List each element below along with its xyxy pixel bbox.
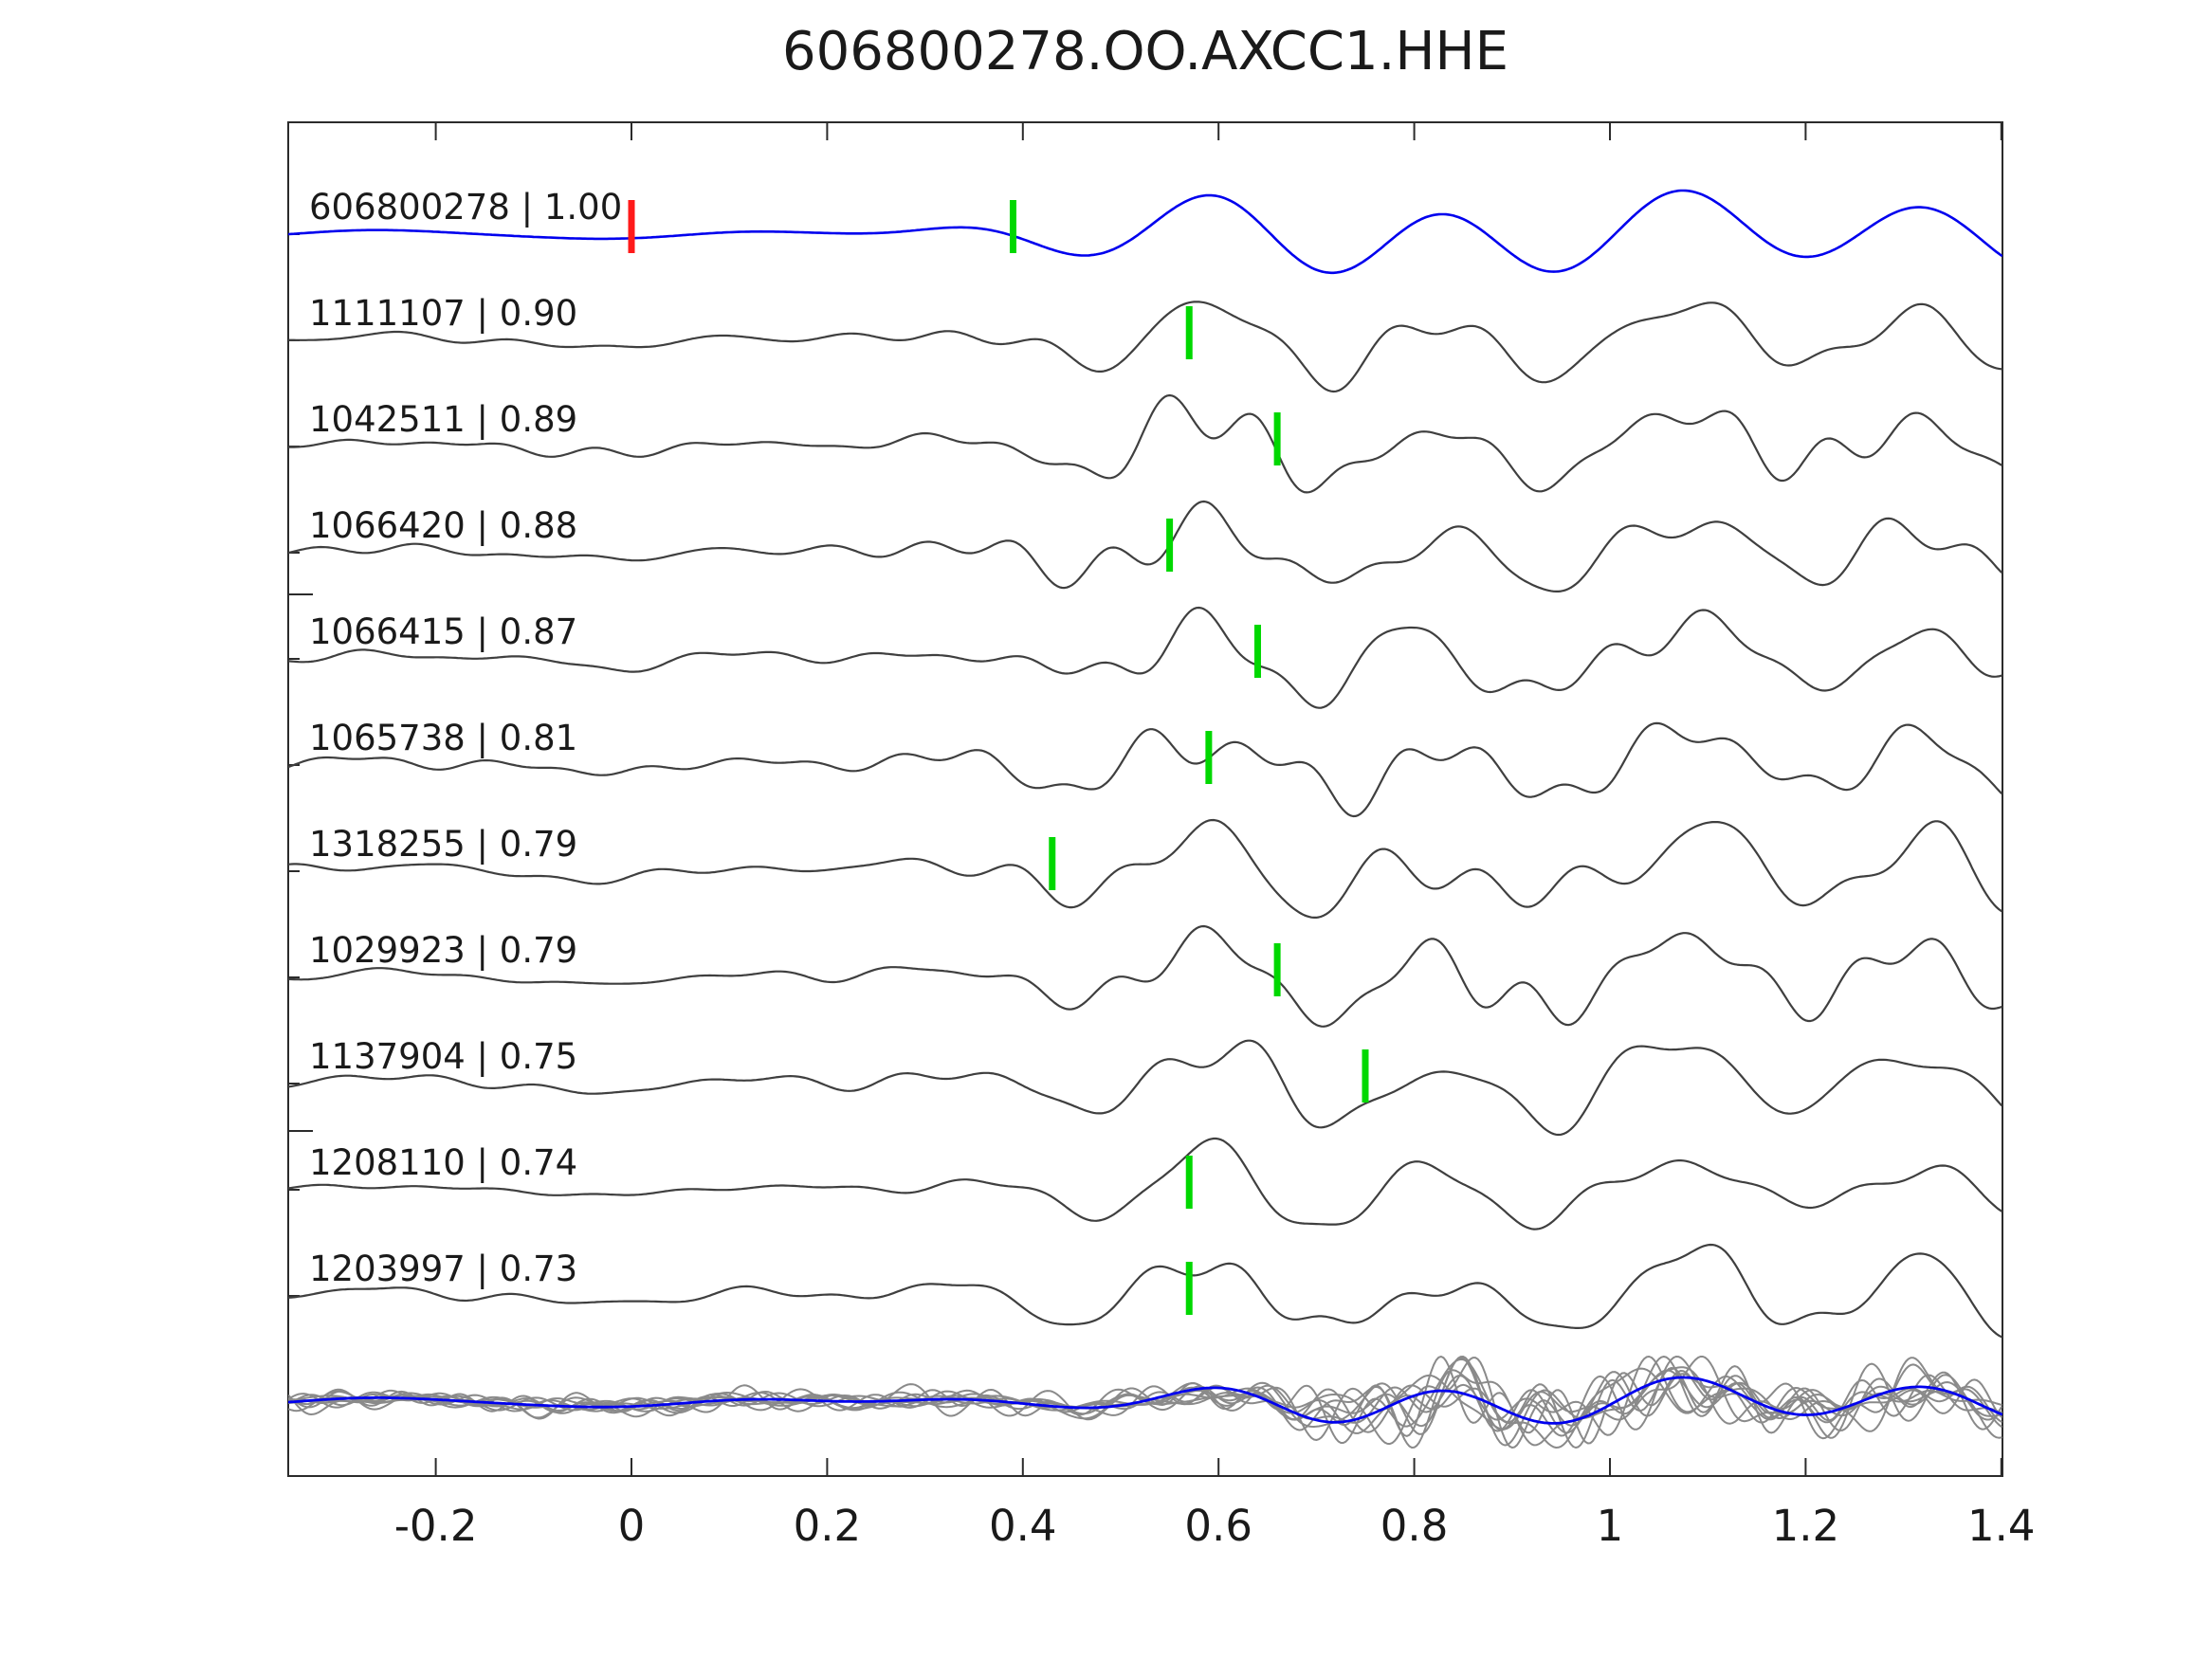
waveform-trace-1318255: [288, 818, 2002, 920]
waveform-trace-1029923: [288, 924, 2002, 1028]
waveform-trace-1066420: [288, 500, 2002, 593]
trace-label-1066415: 1066415 | 0.87: [309, 611, 577, 652]
trace-label-1137904: 1137904 | 0.75: [309, 1036, 577, 1077]
waveform-trace-1111107: [288, 301, 2002, 393]
pick-marker-1066420: [1166, 519, 1174, 572]
waveform-trace-1042511: [288, 393, 2002, 494]
x-tick-label: 0.6: [1184, 1501, 1252, 1551]
pick-marker-1065738: [1205, 731, 1213, 784]
trace-label-1065738: 1065738 | 0.81: [309, 718, 577, 758]
template-origin-marker: [628, 200, 635, 253]
trace-label-1042511: 1042511 | 0.89: [309, 399, 577, 440]
overlay-gray-trace: [288, 1358, 2002, 1449]
trace-label-1066420: 1066420 | 0.88: [309, 505, 577, 546]
x-tick-label: 0.4: [989, 1501, 1057, 1551]
trace-label-1208110: 1208110 | 0.74: [309, 1142, 577, 1183]
x-tick-label: 0.8: [1380, 1501, 1449, 1551]
pick-marker-1042511: [1273, 412, 1281, 465]
plot-frame: [287, 121, 2003, 1477]
x-tick-label: 0: [618, 1501, 646, 1551]
waveform-trace-1066415: [288, 606, 2002, 709]
pick-marker-1066415: [1253, 625, 1261, 678]
pick-marker-1203997: [1185, 1262, 1193, 1315]
pick-marker-1029923: [1273, 943, 1281, 996]
waveform-trace-1203997: [288, 1243, 2002, 1339]
x-tick-label: 0.2: [794, 1501, 862, 1551]
overlay-gray-trace: [288, 1357, 2002, 1449]
trace-label-606800278: 606800278 | 1.00: [309, 187, 622, 228]
trace-label-1111107: 1111107 | 0.90: [309, 293, 577, 334]
waveform-trace-606800278: [288, 189, 2002, 275]
waveform-trace-1208110: [288, 1137, 2002, 1231]
waveform-trace-1137904: [288, 1039, 2002, 1137]
x-tick-label: -0.2: [394, 1501, 478, 1551]
x-tick-label: 1: [1597, 1501, 1624, 1551]
pick-marker-1208110: [1185, 1156, 1193, 1209]
trace-label-1318255: 1318255 | 0.79: [309, 824, 577, 865]
trace-label-1029923: 1029923 | 0.79: [309, 930, 577, 971]
x-tick-label: 1.2: [1772, 1501, 1840, 1551]
x-tick-label: 1.4: [1967, 1501, 2036, 1551]
pick-marker-1137904: [1362, 1049, 1369, 1103]
overlay-template-trace: [288, 1376, 2002, 1425]
waveform-trace-1065738: [288, 721, 2002, 818]
pick-marker-1111107: [1185, 306, 1193, 359]
trace-label-1203997: 1203997 | 0.73: [309, 1249, 577, 1289]
pick-marker-606800278: [1009, 200, 1016, 253]
page-title: 606800278.OO.AXCC1.HHE: [782, 21, 1508, 82]
overlay-gray-trace: [288, 1357, 2002, 1449]
pick-marker-1318255: [1049, 837, 1056, 890]
